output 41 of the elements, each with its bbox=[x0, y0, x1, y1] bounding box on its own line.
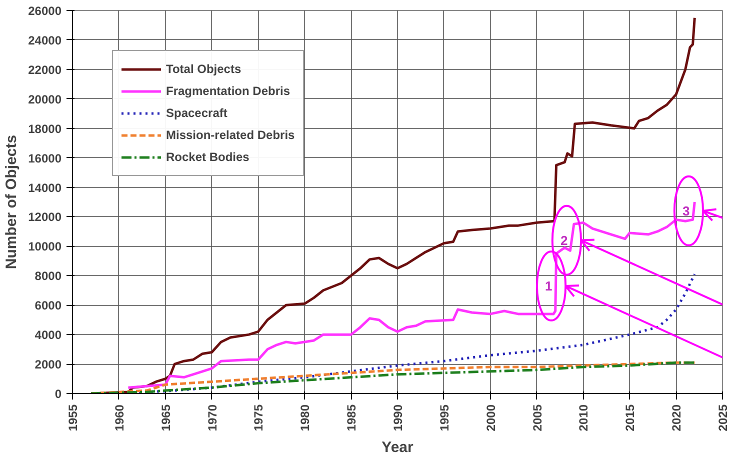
legend-label: Fragmentation Debris bbox=[166, 84, 290, 98]
y-tick-label: 18000 bbox=[28, 122, 62, 136]
y-tick-label: 8000 bbox=[34, 269, 62, 284]
x-tick-label: 2010 bbox=[576, 404, 591, 432]
x-tick-label: 1990 bbox=[391, 404, 405, 432]
y-tick-label: 4000 bbox=[34, 328, 62, 342]
x-tick-label: 1985 bbox=[344, 404, 359, 432]
x-tick-label: 1970 bbox=[205, 404, 220, 432]
legend-label: Spacecraft bbox=[166, 106, 228, 120]
y-tick-label: 20000 bbox=[28, 92, 62, 106]
x-tick-label: 1975 bbox=[252, 404, 266, 432]
x-tick-label: 2015 bbox=[623, 404, 638, 432]
annotation: 1 bbox=[545, 278, 552, 294]
y-tick-label: 22000 bbox=[28, 62, 62, 77]
x-tick-label: 2000 bbox=[484, 404, 498, 432]
line-series bbox=[90, 361, 696, 394]
y-tick-label: 12000 bbox=[28, 210, 62, 224]
y-tick-label: 26000 bbox=[28, 4, 62, 18]
x-tick-label: 2005 bbox=[530, 404, 544, 432]
x-tick-label: 1980 bbox=[298, 404, 312, 432]
legend-label: Mission-related Debris bbox=[166, 128, 295, 142]
y-axis-title: Number of Objects bbox=[3, 134, 20, 270]
annotation: 2 bbox=[560, 232, 568, 248]
y-tick-label: 24000 bbox=[28, 33, 62, 48]
x-tick-label: 2020 bbox=[670, 404, 684, 432]
x-tick-label: 1960 bbox=[112, 404, 126, 432]
line-series bbox=[126, 200, 696, 389]
y-tick-label: 0 bbox=[54, 387, 62, 401]
y-tick-label: 16000 bbox=[28, 151, 62, 166]
y-tick-label: 14000 bbox=[28, 180, 62, 195]
x-axis-title: Year bbox=[382, 439, 414, 456]
legend-label: Total Objects bbox=[166, 62, 242, 76]
y-tick-label: 10000 bbox=[28, 240, 62, 254]
x-tick-label: 1995 bbox=[437, 404, 452, 432]
x-tick-label: 2025 bbox=[716, 404, 730, 432]
x-tick-label: 1955 bbox=[66, 404, 80, 432]
x-tick-label: 1965 bbox=[158, 404, 173, 432]
y-tick-label: 6000 bbox=[34, 298, 62, 313]
legend-label: Rocket Bodies bbox=[166, 150, 250, 164]
annotation: 3 bbox=[682, 203, 690, 218]
y-tick-label: 2000 bbox=[34, 358, 62, 372]
